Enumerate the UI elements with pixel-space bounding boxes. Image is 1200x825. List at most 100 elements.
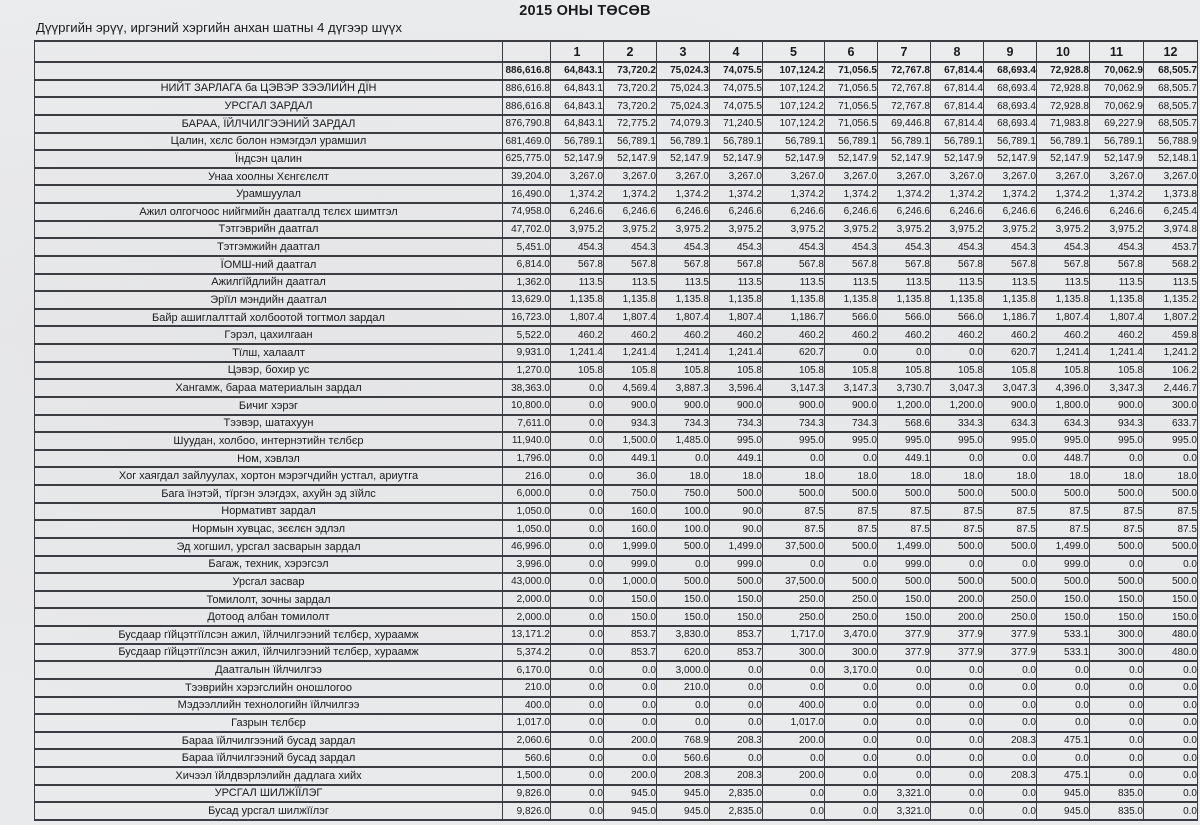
row-label: Тээврийн хэрэгслийн оношлогоо [34, 677, 503, 698]
month-value-cell: 460.2 [762, 325, 825, 345]
month-value-cell: 208.3 [983, 766, 1037, 786]
month-value-cell: 1,374.2 [1036, 184, 1090, 204]
row-label: Ажил олгогчоос нийгмийн даатгалд тєлєх ш… [34, 202, 503, 222]
row-label: Цэвэр, бохир ус [34, 360, 503, 381]
month-value-cell: 0.0 [983, 748, 1037, 768]
month-value-cell: 113.5 [603, 272, 657, 293]
month-value-cell: 945.0 [603, 801, 657, 821]
month-value-cell: 0.0 [550, 501, 604, 522]
row-label: УРСГАЛ ЗАРДАЛ [34, 96, 503, 116]
table-row: Бичиг хэрэг 10,800.0 0.0 900.0 900.0 900.0 900… [34, 395, 1198, 416]
month-value-cell: 634.3 [1036, 413, 1090, 434]
month-value-cell: 3,975.2 [824, 219, 878, 240]
month-value-cell: 3,267.0 [762, 166, 825, 187]
month-value-cell: 0.0 [1143, 766, 1198, 786]
month-value-cell: 1,241.4 [709, 343, 763, 363]
month-value-cell: 0.0 [824, 713, 878, 733]
month-value-cell: 1,135.2 [1143, 290, 1198, 310]
month-value-cell: 150.0 [1036, 589, 1090, 610]
month-value-cell: 52,147.9 [656, 149, 710, 169]
month-value-cell: 454.3 [983, 237, 1037, 257]
month-value-cell: 0.0 [930, 695, 984, 716]
month-value-cell: 567.8 [824, 254, 878, 275]
month-value-cell: 500.0 [824, 572, 878, 592]
month-value-cell: 3,047.3 [930, 378, 984, 398]
month-value-cell: 3,267.0 [603, 166, 657, 187]
table-row: Хог хаягдал зайлуулах, хортон мэрэгчдийн… [34, 466, 1198, 486]
month-value-cell: 567.8 [877, 254, 931, 275]
month-value-cell: 567.8 [550, 254, 604, 275]
month-value-cell: 2,835.0 [709, 801, 763, 821]
month-value-cell: 449.1 [603, 448, 657, 469]
total-cell: 3,996.0 [502, 554, 551, 575]
month-value-cell: 73,720.2 [603, 96, 657, 116]
month-value-cell: 18.0 [877, 466, 931, 486]
month-value-cell: 567.8 [656, 254, 710, 275]
month-value-cell: 300.0 [762, 642, 825, 663]
month-value-cell: 0.0 [1089, 748, 1144, 768]
month-value-cell: 3,267.0 [930, 166, 984, 187]
month-value-cell: 900.0 [983, 395, 1037, 416]
month-value-cell: 0.0 [603, 660, 657, 680]
month-value-cell: 75,024.3 [656, 78, 710, 99]
month-value-cell: 18.0 [824, 466, 878, 486]
month-value-cell: 0.0 [762, 660, 825, 680]
month-value-cell: 566.0 [930, 307, 984, 328]
month-value-cell: 500.0 [762, 484, 825, 504]
month-value-cell: 87.5 [1143, 501, 1198, 522]
month-value-cell: 250.0 [824, 607, 878, 627]
month-header-cell: 3 [656, 40, 710, 63]
month-value-cell: 0.0 [550, 536, 604, 557]
month-value-cell: 500.0 [1089, 484, 1144, 504]
month-value-cell: 3,170.0 [824, 660, 878, 680]
header-label-cell [34, 40, 503, 63]
month-value-cell: 105.8 [1036, 360, 1090, 381]
month-value-cell: 1,241.2 [1143, 343, 1198, 363]
month-value-cell: 480.0 [1143, 625, 1198, 645]
month-value-cell: 3,975.2 [762, 219, 825, 240]
month-value-cell: 500.0 [877, 484, 931, 504]
month-value-cell: 0.0 [930, 783, 984, 804]
month-value-cell: 113.5 [1089, 272, 1144, 293]
month-value-cell: 37,500.0 [762, 536, 825, 557]
table-row: Ажил олгогчоос нийгмийн даатгалд тєлєх ш… [34, 202, 1198, 222]
month-value-cell: 0.0 [1089, 713, 1144, 733]
month-value-cell: 377.9 [877, 625, 931, 645]
table-row: Нормын хувцас, зєєлєн эдлэл 1,050.0 0.0 160… [34, 519, 1198, 539]
month-value-cell: 56,789.1 [983, 131, 1037, 152]
month-value-cell: 69,227.9 [1089, 113, 1144, 134]
month-value-cell: 68,505.7 [1143, 96, 1198, 116]
month-value-cell: 113.5 [824, 272, 878, 293]
month-value-cell: 250.0 [762, 589, 825, 610]
month-value-cell: 3,267.0 [983, 166, 1037, 187]
month-value-cell: 6,246.6 [824, 202, 878, 222]
month-value-cell: 160.0 [603, 519, 657, 539]
month-value-cell: 200.0 [603, 766, 657, 786]
month-value-cell: 0.0 [930, 554, 984, 575]
month-value-cell: 72,928.8 [1036, 61, 1090, 81]
month-value-cell: 68,505.7 [1143, 113, 1198, 134]
month-value-cell: 6,246.6 [930, 202, 984, 222]
page-subtitle: Дүүргийн эрүү, иргэний хэргийн анхан шат… [36, 20, 402, 35]
month-value-cell: 0.0 [1089, 677, 1144, 698]
month-value-cell: 113.5 [1143, 272, 1198, 293]
total-cell: 9,826.0 [502, 783, 551, 804]
month-value-cell: 945.0 [603, 783, 657, 804]
month-value-cell: 0.0 [550, 713, 604, 733]
month-value-cell: 300.0 [1089, 625, 1144, 645]
month-value-cell: 0.0 [824, 748, 878, 768]
month-value-cell: 0.0 [1143, 748, 1198, 768]
month-value-cell: 56,789.1 [709, 131, 763, 152]
month-value-cell: 3,267.0 [656, 166, 710, 187]
month-value-cell: 36.0 [603, 466, 657, 486]
month-value-cell: 150.0 [656, 607, 710, 627]
month-value-cell: 67,814.4 [930, 78, 984, 99]
month-value-cell: 567.8 [762, 254, 825, 275]
month-value-cell: 454.3 [550, 237, 604, 257]
month-value-cell: 1,374.2 [603, 184, 657, 204]
row-label [34, 61, 503, 81]
month-value-cell: 750.0 [603, 484, 657, 504]
month-value-cell: 200.0 [930, 607, 984, 627]
month-value-cell: 71,056.5 [824, 113, 878, 134]
month-value-cell: 105.8 [762, 360, 825, 381]
